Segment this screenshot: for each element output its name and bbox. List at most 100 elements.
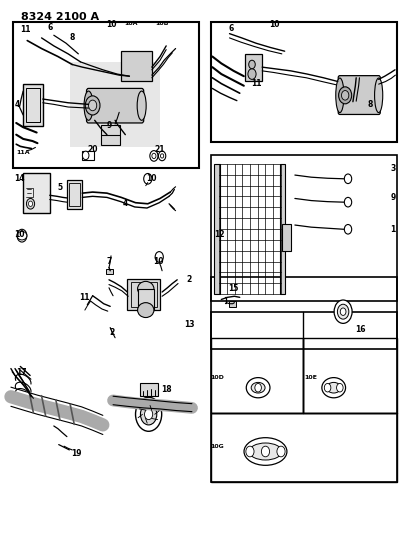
Circle shape <box>247 69 256 79</box>
Text: 11: 11 <box>79 293 90 302</box>
Text: 9: 9 <box>389 193 395 202</box>
Circle shape <box>324 383 330 392</box>
Ellipse shape <box>84 91 93 120</box>
Circle shape <box>339 308 345 316</box>
Text: 10G: 10G <box>210 443 224 449</box>
Text: 10E: 10E <box>304 375 317 379</box>
Bar <box>211 155 396 301</box>
Circle shape <box>88 100 97 111</box>
Text: 17: 17 <box>17 368 27 377</box>
Bar <box>211 22 396 142</box>
Circle shape <box>140 403 156 425</box>
Ellipse shape <box>246 377 269 398</box>
Text: 10: 10 <box>106 20 116 29</box>
Text: 3: 3 <box>389 164 395 173</box>
Circle shape <box>17 229 27 242</box>
Circle shape <box>254 383 261 392</box>
Bar <box>281 224 290 251</box>
Text: 7: 7 <box>106 257 111 265</box>
Text: 13: 13 <box>184 320 194 329</box>
Circle shape <box>26 198 34 209</box>
Circle shape <box>336 383 342 392</box>
Text: 16: 16 <box>354 325 365 334</box>
Circle shape <box>144 173 151 184</box>
Circle shape <box>245 446 254 457</box>
Circle shape <box>248 60 255 69</box>
Bar <box>228 301 236 307</box>
Bar <box>211 338 302 413</box>
Circle shape <box>135 397 161 431</box>
Ellipse shape <box>137 91 146 120</box>
Bar <box>137 289 153 310</box>
Text: 11: 11 <box>20 26 30 35</box>
Bar <box>130 282 156 307</box>
Text: 1: 1 <box>389 225 395 234</box>
Circle shape <box>151 154 155 159</box>
Circle shape <box>344 224 351 234</box>
Bar <box>139 383 157 396</box>
Bar <box>245 54 262 82</box>
Bar <box>23 84 43 126</box>
Ellipse shape <box>326 382 340 393</box>
Text: 4: 4 <box>14 100 20 109</box>
Bar <box>279 164 285 294</box>
Circle shape <box>149 151 157 161</box>
Bar <box>214 164 220 294</box>
Circle shape <box>82 151 89 160</box>
Text: 8: 8 <box>70 34 75 43</box>
Bar <box>121 51 151 82</box>
Circle shape <box>333 300 351 324</box>
Bar <box>211 413 396 482</box>
Text: 11: 11 <box>250 78 261 87</box>
Text: 4: 4 <box>122 199 128 208</box>
Ellipse shape <box>17 231 27 240</box>
Text: 6: 6 <box>228 24 234 33</box>
Ellipse shape <box>137 303 153 318</box>
Text: 10: 10 <box>269 20 279 29</box>
Text: 12: 12 <box>213 230 224 239</box>
Bar <box>23 173 49 213</box>
Text: 5: 5 <box>57 183 62 192</box>
Text: 20: 20 <box>87 145 98 154</box>
Circle shape <box>344 174 351 183</box>
Text: 9: 9 <box>106 121 111 130</box>
Text: 6: 6 <box>47 23 52 32</box>
Circle shape <box>155 252 163 262</box>
Text: 2: 2 <box>187 275 192 284</box>
Bar <box>106 269 113 274</box>
Bar <box>70 62 160 147</box>
Ellipse shape <box>251 382 265 393</box>
Circle shape <box>344 197 351 207</box>
Ellipse shape <box>374 78 382 112</box>
Bar <box>13 22 198 168</box>
Bar <box>211 277 396 349</box>
Circle shape <box>158 151 165 161</box>
Text: 10D: 10D <box>210 375 224 379</box>
Text: 10B: 10B <box>155 21 169 26</box>
Circle shape <box>261 446 269 457</box>
Ellipse shape <box>243 438 286 465</box>
Text: 10: 10 <box>146 174 157 183</box>
Circle shape <box>337 304 348 319</box>
Ellipse shape <box>321 377 345 398</box>
Bar <box>211 312 396 482</box>
Ellipse shape <box>137 281 153 296</box>
Bar <box>69 183 80 206</box>
Text: 2: 2 <box>109 328 114 337</box>
Bar <box>81 151 94 160</box>
Bar <box>302 338 396 413</box>
Circle shape <box>28 201 32 206</box>
Circle shape <box>338 87 351 104</box>
Bar <box>26 88 40 122</box>
FancyBboxPatch shape <box>337 76 380 115</box>
Text: 8324 2100 A: 8324 2100 A <box>21 12 99 22</box>
Text: 21: 21 <box>155 145 165 154</box>
Bar <box>67 180 82 209</box>
Bar <box>101 125 120 146</box>
Text: 15: 15 <box>228 284 238 293</box>
Text: 19: 19 <box>71 449 81 458</box>
Text: 18: 18 <box>160 385 171 394</box>
Circle shape <box>341 91 348 100</box>
Bar <box>127 279 160 310</box>
Text: 11A: 11A <box>16 150 30 155</box>
